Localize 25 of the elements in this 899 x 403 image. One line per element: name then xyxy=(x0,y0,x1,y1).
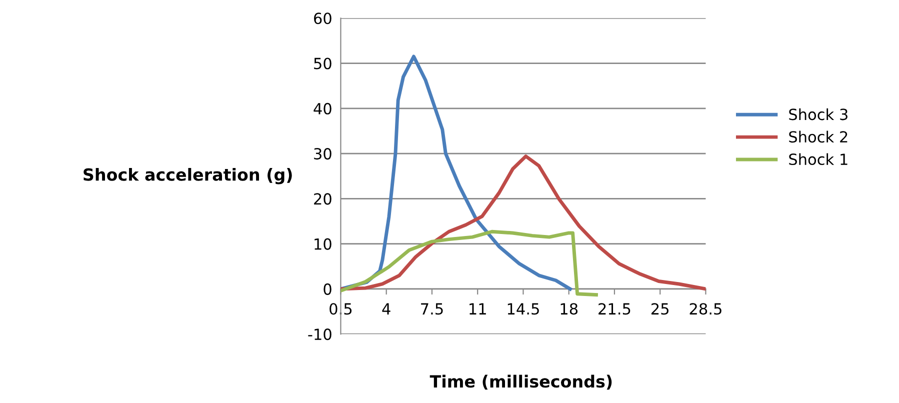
x-tick-label: 21.5 xyxy=(598,303,630,315)
line-series xyxy=(340,230,598,297)
x-tick-label: 14.5 xyxy=(508,303,539,315)
legend-label: Shock 3 xyxy=(789,108,848,120)
y-tick-label: -10 xyxy=(308,328,332,340)
y-tick-label: 0 xyxy=(324,283,332,295)
x-tick-label: 0.5 xyxy=(330,303,352,315)
line-series xyxy=(340,54,572,291)
x-tick-label: 4 xyxy=(382,303,390,314)
x-tick-label: 28.5 xyxy=(690,303,722,315)
legend-label: Shock 1 xyxy=(789,153,848,166)
y-tick-label: 60 xyxy=(314,12,332,24)
line-series xyxy=(340,154,706,291)
y-tick-label: 30 xyxy=(314,148,332,160)
y-tick-label: 50 xyxy=(314,58,332,70)
x-tick-label: 25 xyxy=(651,303,668,315)
legend-label: Shock 2 xyxy=(789,130,848,143)
y-tick-label: 40 xyxy=(314,102,332,114)
y-tick-label: 10 xyxy=(314,238,332,250)
x-axis-title: Time (milliseconds) xyxy=(430,374,612,390)
y-axis-title: Shock acceleration (g) xyxy=(84,168,292,184)
y-tick-label: 20 xyxy=(314,193,332,205)
x-tick-label: 7.5 xyxy=(421,303,443,315)
x-tick-label: 11 xyxy=(470,303,486,314)
x-tick-label: 18 xyxy=(560,303,578,315)
